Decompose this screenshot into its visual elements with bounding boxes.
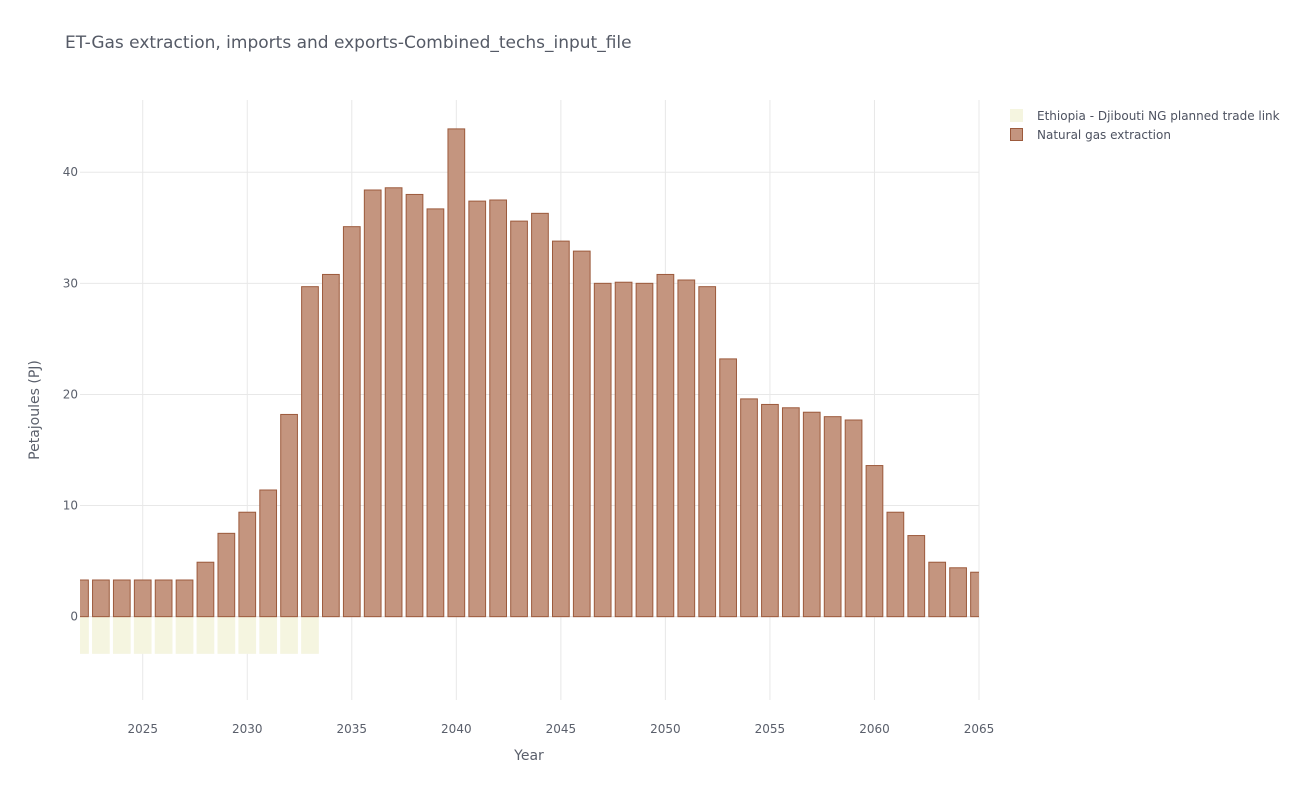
chart-title: ET-Gas extraction, imports and exports-C… [65, 33, 632, 53]
bar-gas-extraction[interactable] [740, 398, 758, 618]
y-tick-label: 40 [63, 165, 78, 179]
bar-gas-extraction[interactable] [886, 511, 905, 618]
bar-gas-extraction[interactable] [656, 273, 675, 618]
legend-swatch [1010, 128, 1023, 141]
x-tick-label: 2065 [964, 722, 995, 736]
bar-trade-link[interactable] [112, 616, 131, 654]
bars [72, 128, 988, 654]
y-tick-label: 0 [70, 610, 78, 624]
bar-gas-extraction[interactable] [719, 358, 737, 618]
bar-gas-extraction[interactable] [405, 193, 424, 618]
x-tick-label: 2060 [859, 722, 890, 736]
bar-gas-extraction[interactable] [677, 279, 696, 618]
bar-gas-extraction[interactable] [238, 511, 257, 618]
bar-gas-extraction[interactable] [865, 465, 884, 618]
bar-gas-extraction[interactable] [489, 199, 508, 618]
bar-trade-link[interactable] [259, 616, 278, 654]
bar-gas-extraction[interactable] [970, 571, 988, 618]
bar-gas-extraction[interactable] [698, 286, 717, 618]
bar-trade-link[interactable] [196, 616, 215, 654]
legend-item[interactable]: Natural gas extraction [1010, 125, 1280, 144]
bar-trade-link[interactable] [217, 616, 236, 654]
y-axis-title: Petajoules (PJ) [27, 360, 43, 460]
legend-item[interactable]: Ethiopia - Djibouti NG planned trade lin… [1010, 106, 1280, 125]
bar-trade-link[interactable] [133, 616, 152, 654]
bar-gas-extraction[interactable] [426, 208, 445, 618]
bar-gas-extraction[interactable] [614, 281, 633, 618]
bar-gas-extraction[interactable] [154, 579, 173, 618]
x-tick-label: 2050 [650, 722, 681, 736]
bar-gas-extraction[interactable] [259, 489, 278, 618]
bar-gas-extraction[interactable] [761, 403, 779, 618]
bar-gas-extraction[interactable] [510, 220, 528, 618]
bar-gas-extraction[interactable] [133, 579, 152, 618]
bar-gas-extraction[interactable] [802, 411, 821, 618]
bar-gas-extraction[interactable] [301, 286, 319, 618]
bar-gas-extraction[interactable] [322, 273, 340, 618]
x-tick-label: 2025 [127, 722, 158, 736]
bar-gas-extraction[interactable] [823, 416, 842, 618]
bar-gas-extraction[interactable] [781, 407, 800, 618]
x-tick-label: 2040 [441, 722, 472, 736]
bar-gas-extraction[interactable] [280, 413, 298, 618]
bar-gas-extraction[interactable] [175, 579, 194, 618]
tick-labels: 2025 2030 2035 2040 2045 2050 2055 2060 20650102… [63, 165, 995, 736]
bar-gas-extraction[interactable] [572, 250, 591, 618]
bar-gas-extraction[interactable] [907, 535, 926, 618]
bar-gas-extraction[interactable] [363, 189, 382, 618]
x-tick-label: 2035 [337, 722, 368, 736]
bar-trade-link[interactable] [154, 616, 173, 654]
legend-label: Ethiopia - Djibouti NG planned trade lin… [1037, 108, 1280, 123]
y-tick-label: 20 [63, 387, 78, 401]
legend: Ethiopia - Djibouti NG planned trade lin… [1010, 106, 1280, 144]
gridlines [80, 100, 980, 700]
legend-swatch [1010, 109, 1023, 122]
bar-gas-extraction[interactable] [447, 128, 466, 618]
bar-gas-extraction[interactable] [928, 561, 947, 618]
x-tick-label: 2055 [755, 722, 786, 736]
legend-label: Natural gas extraction [1037, 127, 1171, 142]
bar-gas-extraction[interactable] [531, 212, 549, 618]
bar-gas-extraction[interactable] [551, 240, 570, 618]
bar-trade-link[interactable] [238, 616, 257, 654]
y-tick-label: 10 [63, 499, 78, 513]
bar-gas-extraction[interactable] [844, 419, 863, 618]
bar-gas-extraction[interactable] [92, 579, 110, 618]
bar-gas-extraction[interactable] [635, 282, 654, 618]
bar-gas-extraction[interactable] [217, 532, 236, 618]
y-tick-label: 30 [63, 276, 78, 290]
bar-gas-extraction[interactable] [949, 567, 967, 618]
bar-trade-link[interactable] [280, 616, 298, 654]
bar-trade-link[interactable] [301, 616, 319, 654]
x-tick-label: 2030 [232, 722, 263, 736]
bar-gas-extraction[interactable] [196, 561, 215, 618]
bar-gas-extraction[interactable] [72, 579, 89, 618]
bar-trade-link[interactable] [92, 616, 110, 654]
x-axis-title: Year [513, 748, 544, 764]
bar-trade-link[interactable] [175, 616, 194, 654]
bar-gas-extraction[interactable] [468, 200, 487, 618]
bar-gas-extraction[interactable] [342, 226, 361, 618]
bar-trade-link[interactable] [72, 616, 89, 654]
bar-gas-extraction[interactable] [593, 282, 612, 618]
bar-gas-extraction[interactable] [112, 579, 131, 618]
x-tick-label: 2045 [546, 722, 577, 736]
bar-gas-extraction[interactable] [384, 187, 403, 618]
